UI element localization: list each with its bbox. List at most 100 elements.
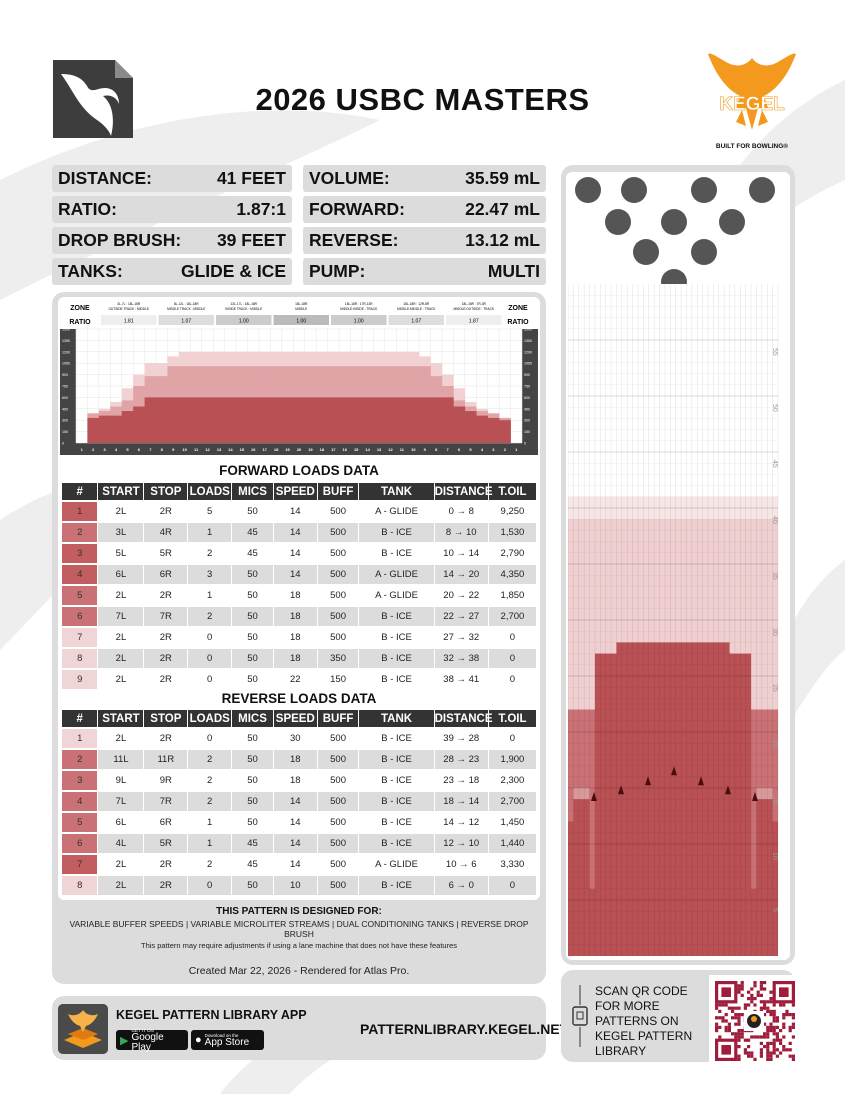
zone-ratio-value: 1.00: [239, 319, 249, 325]
column-header: T.OIL: [487, 710, 536, 727]
table-cell: 2L: [97, 502, 144, 521]
table-row: 6 7L 7R 2 50 18 500 B - ICE 22 → 27 2,700: [62, 607, 536, 626]
table-cell: 2R: [143, 729, 188, 748]
board-tick: 6: [458, 447, 461, 452]
table-cell: 50: [231, 876, 273, 895]
table-cell: 0: [487, 670, 536, 689]
oil-bar: [419, 397, 431, 443]
table-cell: 500: [316, 855, 359, 874]
table-cell: 2,700: [487, 792, 536, 811]
table-row: 2 11L 11R 2 50 18 500 B - ICE 28 → 23 1,900: [62, 750, 536, 769]
table-row: 5 2L 2R 1 50 18 500 A - GLIDE 20 → 22 1,850: [62, 586, 536, 605]
table-cell: 50: [231, 607, 273, 626]
table-cell: 14: [272, 565, 317, 584]
table-cell: 50: [231, 649, 273, 668]
table-cell: 500: [316, 565, 359, 584]
table-cell: B - ICE: [358, 792, 434, 811]
pin-icon: [691, 177, 717, 203]
oil-bar: [213, 397, 225, 443]
target-arrow-icon: [618, 785, 624, 795]
table-cell: 10 → 6: [433, 855, 488, 874]
board-tick: 2: [92, 447, 95, 452]
table-cell: 23 → 18: [433, 771, 488, 790]
board-tick: 7: [447, 447, 450, 452]
lane-distance-label: 35: [771, 572, 778, 580]
table-cell: 500: [316, 834, 359, 853]
table-cell: 4L: [97, 834, 144, 853]
column-header: DISTANCE: [433, 483, 493, 500]
spec-forward: FORWARD: 22.47 mL: [303, 196, 546, 223]
table-cell: 3L: [97, 523, 144, 542]
table-cell: 2L: [97, 649, 144, 668]
y-tick-right: 900: [524, 373, 530, 377]
table-cell: B - ICE: [358, 523, 434, 542]
website-link[interactable]: PATTERNLIBRARY.KEGEL.NET: [360, 1021, 569, 1037]
table-cell: 1: [187, 523, 232, 542]
zone-name: MIDDLE:MIDDLE : TRACK: [397, 307, 436, 311]
table-cell: 10 → 14: [433, 544, 488, 563]
lane-distance-label: 45: [771, 460, 778, 468]
board-tick: 16: [343, 447, 348, 452]
app-title: KEGEL PATTERN LIBRARY APP: [116, 1008, 307, 1022]
oil-bar: [156, 397, 168, 443]
table-cell: 0: [487, 876, 536, 895]
pin-icon: [575, 177, 601, 203]
board-tick: 5: [469, 447, 472, 452]
column-header: TANK: [358, 483, 434, 500]
table-cell: 50: [231, 628, 273, 647]
zone-name: MIDDLE:OUTSIDE : TRACK: [454, 307, 495, 311]
table-cell: 350: [316, 649, 359, 668]
table-cell: 9R: [143, 771, 188, 790]
zone-ratio-value: 1.81: [124, 319, 134, 325]
table-cell: 7R: [143, 607, 188, 626]
reverse-loads-table: # START STOP LOADS MICS SPEED BUFF TANK DISTANCE…: [62, 708, 536, 897]
table-cell: 2: [187, 792, 232, 811]
table-row: 9 2L 2R 0 50 22 150 B - ICE 38 → 41 0: [62, 670, 536, 689]
target-arrow-icon: [591, 791, 597, 801]
table-cell: 14: [272, 502, 317, 521]
app-icon[interactable]: [58, 1004, 108, 1054]
table-cell: 2L: [97, 876, 144, 895]
board-tick: 10: [411, 447, 416, 452]
table-cell: 6: [62, 607, 98, 626]
oil-bar: [407, 397, 420, 443]
oil-bar: [270, 397, 283, 443]
board-tick: 19: [308, 447, 313, 452]
table-cell: 0: [187, 670, 232, 689]
app-store-button[interactable]: ● Download on the App Store: [191, 1030, 264, 1050]
apple-icon: ●: [195, 1034, 202, 1046]
column-header: SPEED: [272, 483, 317, 500]
table-cell: 9,250: [487, 502, 536, 521]
table-cell: 1,450: [487, 813, 536, 832]
table-cell: 2L: [97, 670, 144, 689]
table-cell: 45: [231, 834, 273, 853]
oil-bar: [201, 397, 214, 443]
column-header: START: [97, 710, 144, 727]
table-cell: 1,850: [487, 586, 536, 605]
oil-bar: [327, 397, 340, 443]
table-cell: 18: [272, 750, 317, 769]
designed-for-features: VARIABLE BUFFER SPEEDS | VARIABLE MICROL…: [69, 919, 529, 939]
qr-instructions: SCAN QR CODE FOR MORE PATTERNS ON KEGEL …: [595, 984, 693, 1058]
reverse-header-row: # START STOP LOADS MICS SPEED BUFF TANK DISTANCE…: [62, 710, 536, 727]
spec-distance: DISTANCE: 41 FEET: [52, 165, 292, 192]
zone-boards: 13L-17L : 18L-18R: [231, 302, 258, 306]
table-cell: A - GLIDE: [358, 502, 434, 521]
table-cell: 50: [231, 502, 273, 521]
zone-ratio-value: 1.87: [469, 319, 479, 325]
table-cell: 500: [316, 628, 359, 647]
table-cell: 50: [231, 792, 273, 811]
table-cell: 2L: [97, 729, 144, 748]
qr-code[interactable]: [709, 975, 799, 1067]
table-cell: 2L: [97, 586, 144, 605]
table-cell: 7: [62, 628, 98, 647]
oil-bar: [121, 411, 134, 443]
table-cell: 500: [316, 813, 359, 832]
y-tick-left: 300: [62, 419, 68, 423]
table-cell: 500: [316, 544, 359, 563]
y-tick-left: 1050: [62, 362, 70, 366]
table-cell: B - ICE: [358, 649, 434, 668]
google-play-button[interactable]: ▶ GET IT ON Google Play: [116, 1028, 188, 1052]
table-cell: 5L: [97, 544, 144, 563]
table-cell: 11L: [97, 750, 144, 769]
